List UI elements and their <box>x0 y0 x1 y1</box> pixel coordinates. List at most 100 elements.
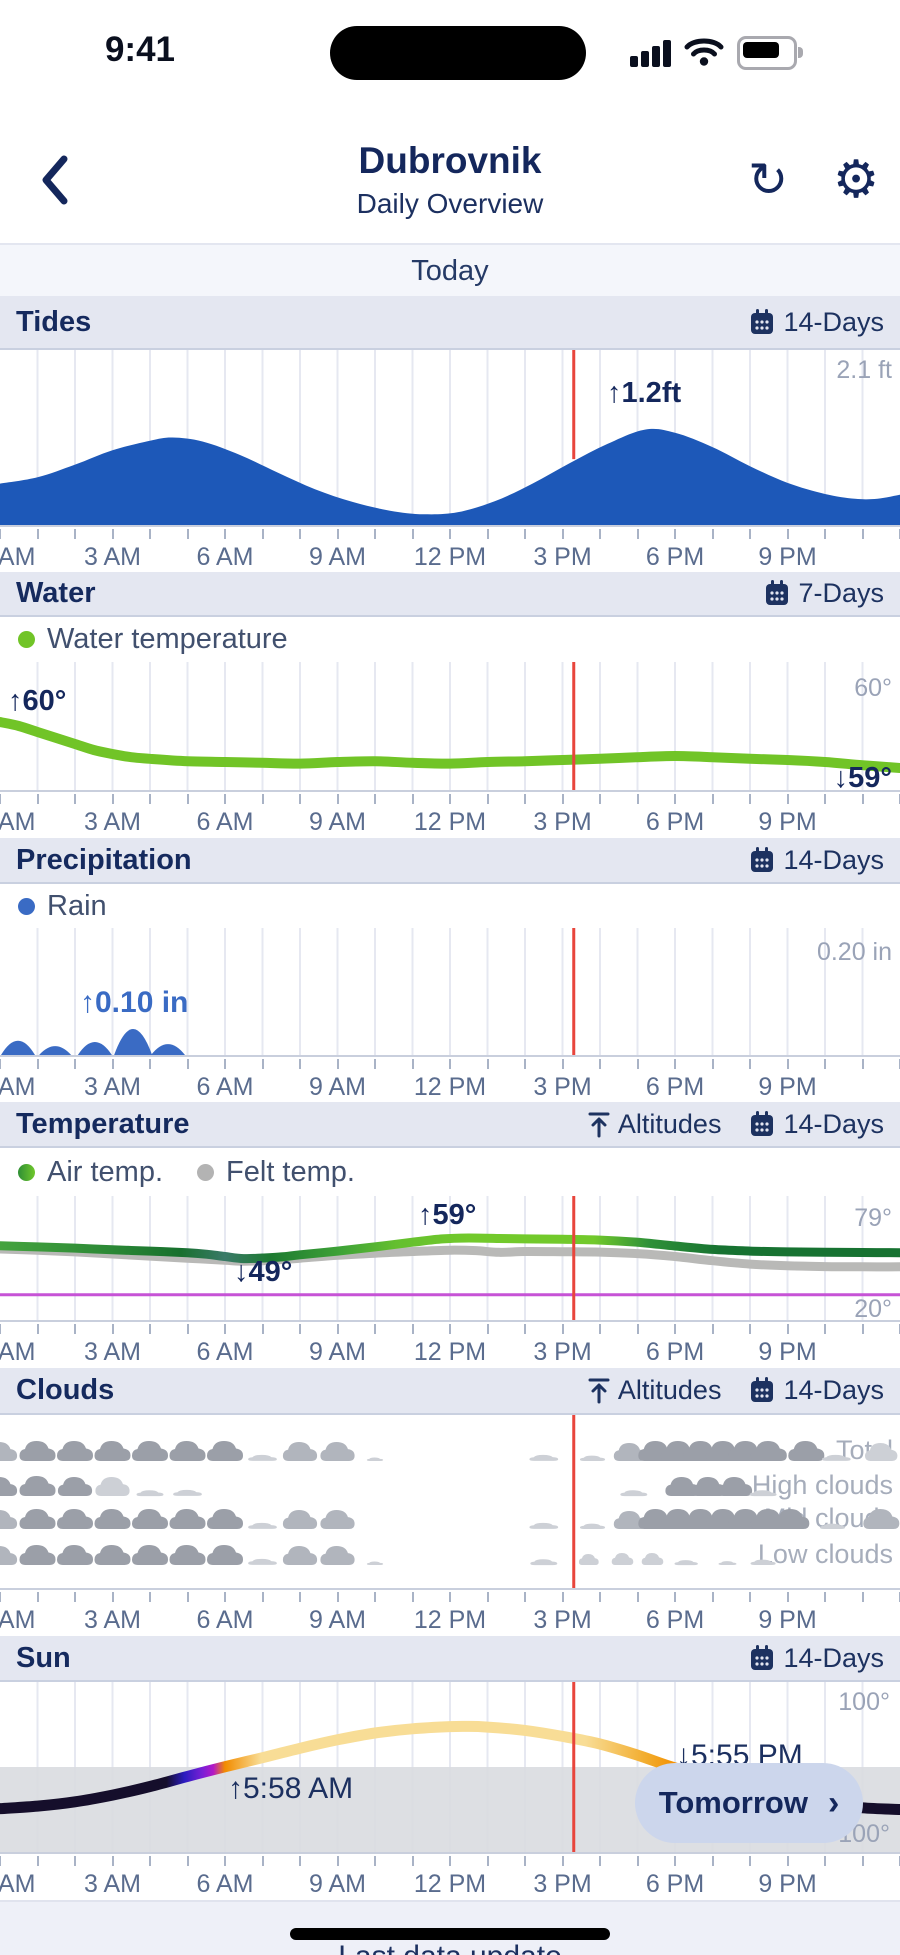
water-range-label: 7-Days <box>798 578 884 608</box>
axis-label: 12 PM <box>413 1606 487 1634</box>
tides-chart: ↑1.2ft 2.1 ft <box>0 350 900 525</box>
temperature-altitudes-label: Altitudes <box>617 1108 722 1139</box>
refresh-icon[interactable]: ↻ <box>747 152 789 208</box>
svg-text:↑59°: ↑59° <box>418 1199 476 1231</box>
axis-label: 6 AM <box>196 543 254 571</box>
last-data-update-label: Last data update <box>0 1940 900 1955</box>
home-indicator[interactable] <box>290 1928 610 1940</box>
water-chart: ↑60° 60° ↓59° <box>0 662 900 790</box>
tides-range-button[interactable]: 14-Days <box>749 307 884 338</box>
svg-text:79°: 79° <box>854 1204 892 1232</box>
axis-label: 3 PM <box>533 808 592 836</box>
axis-label: 6 AM <box>196 1073 254 1101</box>
air-temp-dot-icon <box>18 1163 35 1181</box>
felt-temp-dot-icon <box>197 1163 215 1181</box>
axis-label: 3 PM <box>533 1606 592 1634</box>
axis-label: 3 AM <box>84 1338 141 1366</box>
clouds-altitudes-button[interactable]: Altitudes <box>588 1375 722 1406</box>
axis-label: 9 AM <box>309 808 366 836</box>
axis-label: 3 PM <box>533 1870 592 1898</box>
axis-label: 6 PM <box>645 808 705 836</box>
today-bar[interactable]: Today <box>0 243 900 299</box>
axis-label: 6 PM <box>645 1073 705 1101</box>
svg-text:↑60°: ↑60° <box>8 685 66 717</box>
axis-label: 9 AM <box>309 1606 366 1634</box>
status-icons <box>630 36 803 71</box>
tides-range-label: 14-Days <box>783 306 884 337</box>
wifi-icon <box>684 36 724 71</box>
page-title: Dubrovnik <box>358 140 542 181</box>
axis-label: 3 PM <box>533 1338 592 1366</box>
axis-label: 3 AM <box>84 808 141 836</box>
section-header-clouds: Clouds Altitudes 14-Days <box>0 1368 900 1415</box>
temperature-title: Temperature <box>16 1107 190 1140</box>
axis-label: 3 AM <box>84 543 141 571</box>
calendar-icon <box>751 1377 774 1402</box>
axis-label: 9 PM <box>758 808 817 836</box>
axis-label: 6 PM <box>645 1606 705 1634</box>
calendar-icon <box>751 846 774 872</box>
clouds-range-label: 14-Days <box>783 1375 884 1405</box>
precipitation-time-axis: 12 AM 3 AM 6 AM 9 AM 12 PM 3 PM 6 PM 9 PM <box>0 1055 900 1104</box>
water-temperature-dot-icon <box>18 631 35 648</box>
calendar-icon <box>751 1110 774 1136</box>
legend-item-rain: Rain <box>18 890 107 923</box>
sun-time-axis: 12 AM 3 AM 6 AM 9 AM 12 PM 3 PM 6 PM 9 PM <box>0 1852 900 1902</box>
temperature-range-button[interactable]: 14-Days <box>749 1109 884 1140</box>
clouds-range-button[interactable]: 14-Days <box>749 1375 884 1406</box>
temperature-altitudes-button[interactable]: Altitudes <box>588 1108 722 1140</box>
precipitation-title: Precipitation <box>16 843 192 876</box>
axis-label: 9 PM <box>758 1606 817 1634</box>
calendar-icon <box>751 1644 774 1670</box>
precipitation-range-button[interactable]: 14-Days <box>749 845 884 876</box>
water-time-axis: 12 AM 3 AM 6 AM 9 AM 12 PM 3 PM 6 PM 9 PM <box>0 790 900 840</box>
axis-label: 9 PM <box>758 1073 817 1101</box>
svg-text:2.1 ft: 2.1 ft <box>836 356 892 384</box>
clouds-altitudes-label: Altitudes <box>617 1375 722 1405</box>
axis-label: 12 PM <box>413 543 487 571</box>
precipitation-legend: Rain <box>0 884 900 928</box>
settings-gear-icon[interactable]: ⚙ <box>832 150 880 210</box>
temperature-range-label: 14-Days <box>783 1108 884 1139</box>
section-header-precipitation: Precipitation 14-Days <box>0 838 900 884</box>
section-header-water: Water 7-Days <box>0 572 900 617</box>
svg-text:100°: 100° <box>838 1688 890 1716</box>
legend-item-water-temperature: Water temperature <box>18 623 288 656</box>
axis-label: 9 PM <box>758 1870 817 1898</box>
axis-label: 12 AM <box>0 1870 36 1898</box>
water-range-button[interactable]: 7-Days <box>764 578 884 609</box>
sun-range-label: 14-Days <box>783 1642 884 1673</box>
temperature-time-axis: 12 AM 3 AM 6 AM 9 AM 12 PM 3 PM 6 PM 9 PM <box>0 1320 900 1370</box>
axis-label: 12 PM <box>413 1870 487 1898</box>
sun-range-button[interactable]: 14-Days <box>749 1643 884 1674</box>
tides-time-axis: 12 AM 3 AM 6 AM 9 AM 12 PM 3 PM 6 PM 9 PM <box>0 525 900 574</box>
status-time: 9:41 <box>104 30 176 69</box>
axis-label: 9 PM <box>758 1338 817 1366</box>
axis-label: 3 AM <box>84 1870 141 1898</box>
axis-label: 3 AM <box>84 1073 141 1101</box>
svg-text:↑5:58 AM: ↑5:58 AM <box>228 1772 353 1805</box>
axis-label: 12 AM <box>0 1338 36 1366</box>
svg-text:↓49°: ↓49° <box>234 1256 292 1288</box>
altitude-arrow-icon <box>588 1112 610 1137</box>
page-subtitle: Daily Overview <box>356 188 544 219</box>
axis-label: 3 AM <box>84 1606 141 1634</box>
axis-label: 12 AM <box>0 808 36 836</box>
water-title: Water <box>16 577 96 609</box>
cellular-signal-icon <box>630 39 671 67</box>
footer: Last data update <box>0 1900 900 1955</box>
axis-label: 9 AM <box>309 543 366 571</box>
axis-label: 6 AM <box>196 1338 254 1366</box>
axis-label: 6 AM <box>196 1870 254 1898</box>
back-button[interactable] <box>34 150 78 210</box>
axis-label: 12 PM <box>413 1338 487 1366</box>
svg-text:↑0.10 in: ↑0.10 in <box>80 986 188 1019</box>
section-header-temperature: Temperature Altitudes 14-Days <box>0 1102 900 1148</box>
svg-text:20°: 20° <box>854 1295 892 1320</box>
clouds-time-axis: 12 AM 3 AM 6 AM 9 AM 12 PM 3 PM 6 PM 9 PM <box>0 1588 900 1638</box>
axis-label: 9 PM <box>758 543 817 571</box>
legend-item-felt-temp: Felt temp. <box>197 1156 355 1189</box>
tomorrow-button[interactable]: Tomorrow › <box>635 1763 863 1843</box>
svg-text:0.20 in: 0.20 in <box>817 938 892 966</box>
